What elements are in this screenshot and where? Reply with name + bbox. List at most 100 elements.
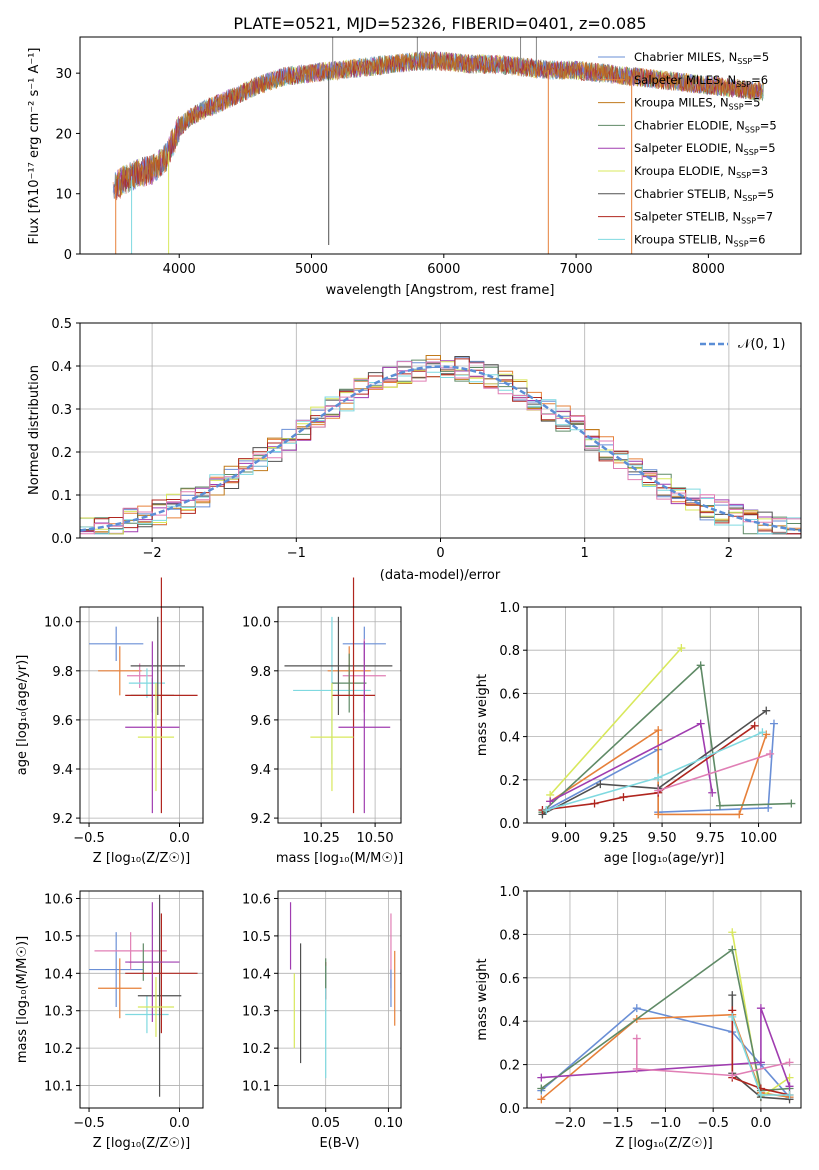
marker-pink [785, 1058, 794, 1067]
legend-subscript: SSP [744, 148, 759, 157]
legend-subscript: SSP [729, 103, 744, 112]
spectrum-xtick-label: 5000 [295, 262, 328, 277]
histogram-ytick-label: 0.0 [51, 532, 72, 547]
marker-c_miles [764, 803, 773, 812]
marker-pink [632, 1064, 641, 1073]
ytick-label: 10.2 [44, 1042, 73, 1057]
xtick-label: 0.05 [311, 1116, 340, 1131]
xtick-label: −0.5 [73, 1116, 105, 1131]
marker-pink [632, 1034, 641, 1043]
histogram-step-k_stelib [80, 368, 801, 535]
ytick-label: 9.8 [52, 665, 73, 680]
marker-s_elodie [756, 1004, 765, 1013]
xtick-label: −0.5 [73, 831, 105, 846]
marker-pink [766, 749, 775, 758]
histogram-ytick-label: 0.3 [51, 403, 72, 418]
panel-frame [526, 890, 802, 1109]
marker-s_elodie [756, 1058, 765, 1067]
ytick-label: 0.0 [499, 817, 520, 832]
xtick-label: 9.50 [648, 831, 677, 846]
marker-k_stelib [756, 1090, 765, 1099]
ytick-label: 10.6 [242, 892, 271, 907]
spectrum-panel: 4000 5000 6000 7000 8000 0 10 20 30 Chabrier MIL… [27, 36, 802, 298]
ytick-label: 0.2 [499, 1059, 520, 1074]
xtick-label: 9.00 [551, 831, 580, 846]
histogram-xtick-label: 1 [581, 546, 589, 561]
spectrum-legend: Chabrier MILES, NSSP=5 Salpeter MILES, NS… [598, 50, 777, 248]
marker-k_stelib [654, 773, 663, 782]
marker-k_stelib [542, 806, 551, 815]
spectrum-ytick-label: 0 [64, 248, 72, 263]
histogram-xlabel: (data-model)/error [380, 568, 501, 583]
marker-s_elodie [546, 797, 555, 806]
ytick-label: 0.8 [499, 644, 520, 659]
ylabel: age [log₁₀(age/yr)] [15, 655, 30, 776]
marker-c_stelib [762, 706, 771, 715]
xtick-label: −1.0 [650, 1116, 682, 1131]
xtick-label: 0.10 [374, 1116, 403, 1131]
marker-k_elodie [677, 644, 686, 653]
ytick-label: 9.4 [52, 763, 73, 778]
ytick-label: 10.2 [242, 1042, 271, 1057]
series-line-pink [657, 753, 771, 792]
marker-s_elodie [708, 788, 717, 797]
spectrum-xtick-label: 4000 [163, 262, 196, 277]
marker-c_stelib [596, 780, 605, 789]
ytick-label: 10.1 [44, 1080, 73, 1095]
ytick-label: 10.6 [44, 892, 73, 907]
legend-tail: =3 [751, 164, 768, 178]
ytick-label: 1.0 [499, 601, 520, 616]
series-line-c_stelib [542, 710, 767, 816]
legend-tail: =5 [752, 50, 769, 64]
xtick-label: −0.5 [697, 1116, 729, 1131]
xlabel: mass [log₁₀(M/M☉)] [276, 851, 403, 866]
marker-c_miles [769, 719, 778, 728]
legend-subscript: SSP [736, 171, 751, 180]
spectrum-ytick-label: 20 [55, 127, 72, 142]
spectrum-ytick-label: 10 [55, 188, 72, 203]
mass-age-panel: 10.25 10.50 9.2 9.4 9.6 9.8 10.0 mass [log₁₀(M/… [242, 577, 403, 866]
panel-frame [277, 606, 402, 824]
ytick-label: 0.0 [499, 1102, 520, 1117]
histogram-xtick-label: −1 [287, 546, 306, 561]
ytick-label: 0.6 [499, 972, 520, 987]
legend-label: Chabrier MILES, NSSP=5 [634, 50, 769, 66]
ytick-label: 0.6 [499, 687, 520, 702]
spectrum-line-k_miles [115, 51, 765, 196]
ytick-label: 10.4 [44, 967, 73, 982]
series-line-s_miles [549, 728, 768, 816]
xlabel: Z [log₁₀(Z/Z☉)] [93, 851, 190, 866]
legend-label: Salpeter MILES, NSSP=6 [634, 73, 768, 89]
legend-tail: =6 [751, 73, 768, 87]
ebv-mass-panel: 0.05 0.10 10.1 10.2 10.3 10.4 10.5 10.6 E(B-V) [242, 890, 403, 1151]
spectrum-xtick-label: 7000 [560, 262, 593, 277]
xtick-label: 0.0 [751, 1116, 772, 1131]
xtick-label: 10.50 [356, 831, 393, 846]
marker-c_elodie [537, 1084, 546, 1093]
histogram-ytick-label: 0.4 [51, 360, 72, 375]
xlabel: E(B-V) [319, 1136, 359, 1151]
marker-s_stelib [619, 793, 628, 802]
histogram-legend: 𝒩(0, 1) [700, 337, 785, 352]
histogram-xtick-label: 0 [436, 546, 444, 561]
marker-s_miles [654, 726, 663, 735]
marker-c_elodie [696, 661, 705, 670]
spectrum-ylabel: Flux [fλ10⁻¹⁷ erg cm⁻² s⁻¹ A⁻¹] [27, 48, 42, 245]
ylabel: mass weight [475, 674, 490, 756]
series-line-k_elodie [549, 647, 682, 796]
marker-s_miles [537, 1095, 546, 1104]
spectrum-xtick-label: 6000 [427, 262, 460, 277]
figure-title: PLATE=0521, MJD=52326, FIBERID=0401, z=0… [233, 14, 646, 33]
legend-label: Kroupa ELODIE, NSSP=3 [634, 164, 768, 180]
ylabel: mass [log₁₀(M/M☉)] [15, 936, 30, 1063]
xtick-label: 10.25 [303, 831, 340, 846]
legend-tail: =5 [744, 96, 761, 110]
legend-subscript: SSP [742, 194, 757, 203]
xtick-label: 9.75 [696, 831, 725, 846]
marker-pink [654, 786, 663, 795]
xtick-label: −1.5 [602, 1116, 634, 1131]
legend-subscript: SSP [741, 217, 756, 226]
ytick-label: 0.4 [499, 731, 520, 746]
histogram-ytick-label: 0.5 [51, 317, 72, 332]
marker-pink [728, 1071, 737, 1080]
